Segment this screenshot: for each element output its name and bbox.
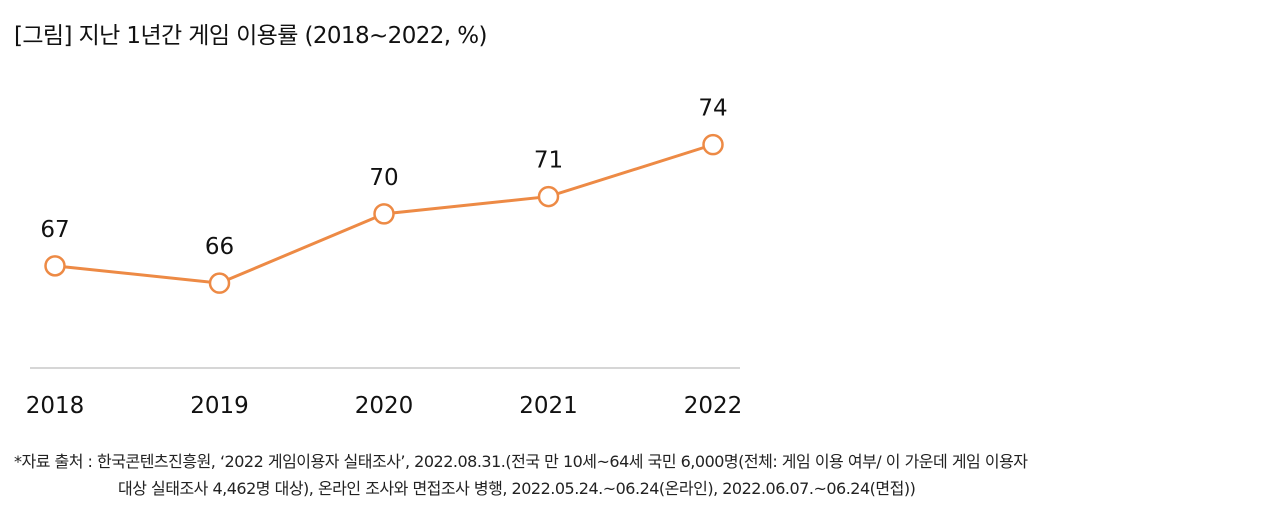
x-tick-label-2018: 2018 — [26, 393, 85, 419]
x-tick-label-2019: 2019 — [190, 393, 249, 419]
chart-title: [그림] 지난 1년간 게임 이용률 (2018~2022, %) — [14, 23, 487, 49]
x-tick-label-2020: 2020 — [355, 393, 414, 419]
data-point-2020 — [373, 203, 395, 225]
data-point-2019 — [208, 272, 231, 294]
data-label-2021: 71 — [534, 148, 563, 174]
data-label-2020: 70 — [369, 165, 398, 191]
data-point-2018 — [44, 255, 66, 277]
data-label-2018: 67 — [40, 217, 69, 243]
line-chart: 67 2018 66 2019 70 2020 71 2021 74 2022 — [26, 96, 743, 419]
source-note: *자료 출처 : 한국콘텐츠진흥원, ‘2022 게임이용자 실태조사’, 20… — [14, 448, 1028, 502]
source-line-1: *자료 출처 : 한국콘텐츠진흥원, ‘2022 게임이용자 실태조사’, 20… — [14, 452, 1028, 471]
data-point-2022 — [702, 133, 724, 156]
source-line-2: 대상 실태조사 4,462명 대상), 온라인 조사와 면접조사 병행, 202… — [118, 479, 916, 498]
data-label-2019: 66 — [205, 234, 234, 260]
data-point-2021 — [537, 185, 560, 208]
x-tick-label-2021: 2021 — [519, 393, 578, 419]
x-tick-label-2022: 2022 — [684, 393, 743, 419]
data-label-2022: 74 — [698, 96, 727, 122]
